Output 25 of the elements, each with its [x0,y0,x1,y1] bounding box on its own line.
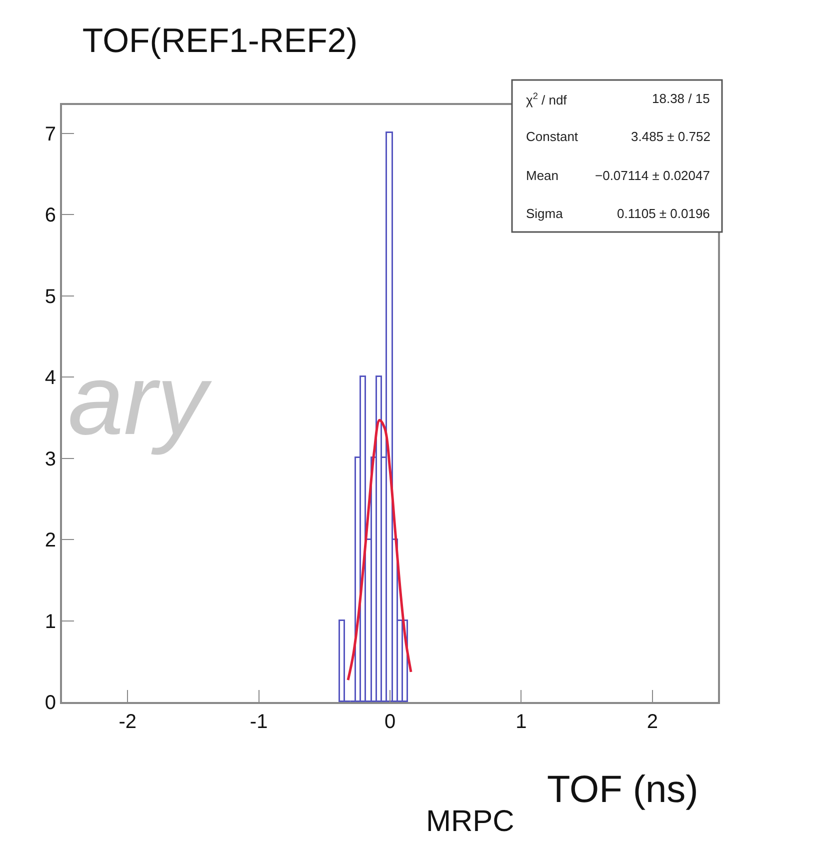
y-tick-label: 1 [44,610,56,633]
x-tick-label: -2 [118,711,136,733]
y-tick-label: 0 [44,692,56,714]
annotation: 0.1105 ± 0.0196 [617,206,710,221]
line-series [346,418,412,682]
annotation: Constant [526,129,578,144]
x-tick-label: -1 [250,711,268,733]
x-tick-label: 1 [516,711,527,733]
y-tick-label: 4 [44,367,56,390]
annotation: −0.07114 ± 0.02047 [595,168,710,183]
y-tick-label: 5 [44,286,56,308]
annotation: 3.485 ± 0.752 [631,129,710,144]
x-axis-title: TOF (ns) [547,769,698,811]
y-tick-label: 2 [44,530,56,552]
y-tick-label: 7 [44,123,56,146]
annotation: χ$^{2}$ / ndf [526,91,568,108]
y-tick-label: 3 [44,448,56,470]
x-tick-label: 0 [384,711,396,733]
annotation: 18.38 / 15 [652,91,710,106]
y-tick-label: 6 [44,204,56,227]
chart-title: TOF(REF1-REF2) [82,22,358,60]
annotation: Mean [526,168,559,183]
annotation: Sigma [526,206,564,221]
text: MRPC [426,805,514,838]
x-tick-label: 2 [646,711,658,733]
